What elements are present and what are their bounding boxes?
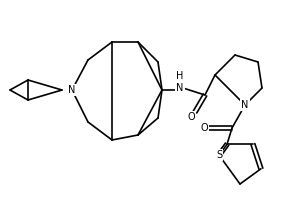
- Text: O: O: [187, 112, 195, 122]
- Text: N: N: [241, 100, 249, 110]
- Text: O: O: [200, 123, 208, 133]
- Text: N: N: [176, 83, 184, 93]
- Text: N: N: [68, 85, 76, 95]
- Text: H: H: [176, 71, 184, 81]
- Text: S: S: [216, 150, 222, 160]
